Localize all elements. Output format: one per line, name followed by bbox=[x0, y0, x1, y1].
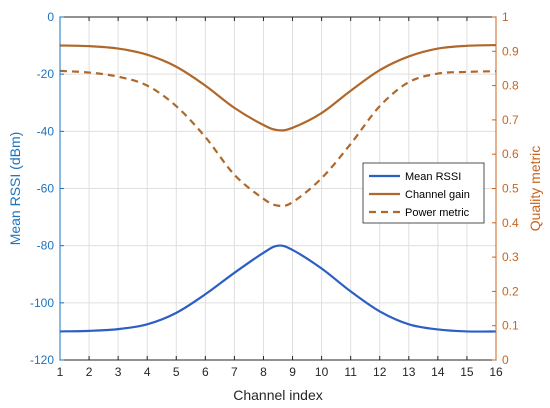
x-tick-label: 15 bbox=[460, 365, 474, 379]
left-y-tick-label: -100 bbox=[30, 296, 54, 310]
legend-entry: Power metric bbox=[405, 207, 470, 219]
left-y-axis: 0 -20 -40 -60 -80 -100 -120 bbox=[30, 10, 64, 367]
x-tick-label: 7 bbox=[231, 365, 238, 379]
legend-entry: Channel gain bbox=[405, 189, 470, 201]
series-line-power-metric bbox=[59, 69, 497, 208]
x-tick-label: 12 bbox=[373, 365, 387, 379]
left-y-axis-label: Mean RSSI (dBm) bbox=[7, 132, 23, 246]
series-line-mean-rssi bbox=[59, 244, 497, 333]
x-tick-label: 1 bbox=[57, 365, 64, 379]
legend-entry: Mean RSSI bbox=[405, 171, 461, 183]
right-y-tick-label: 0.4 bbox=[502, 216, 519, 230]
left-y-tick-label: -120 bbox=[30, 353, 54, 367]
right-y-tick-label: 0 bbox=[502, 353, 509, 367]
right-y-tick-label: 0.7 bbox=[502, 113, 519, 127]
x-tick-label: 16 bbox=[489, 365, 503, 379]
x-tick-label: 14 bbox=[431, 365, 445, 379]
x-tick-label: 13 bbox=[402, 365, 416, 379]
right-y-tick-label: 0.2 bbox=[502, 284, 519, 298]
left-y-tick-label: 0 bbox=[47, 10, 54, 24]
x-tick-label: 2 bbox=[86, 365, 93, 379]
right-y-axis-label: Quality metric bbox=[527, 146, 543, 232]
left-y-tick-label: -20 bbox=[37, 67, 55, 81]
series-layer bbox=[59, 44, 497, 333]
x-tick-label: 8 bbox=[260, 365, 267, 379]
series-line-channel-gain bbox=[59, 44, 497, 132]
x-tick-label: 9 bbox=[289, 365, 296, 379]
right-y-tick-label: 0.3 bbox=[502, 250, 519, 264]
right-y-tick-label: 0.5 bbox=[502, 182, 519, 196]
x-tick-label: 11 bbox=[344, 365, 357, 379]
left-y-tick-label: -80 bbox=[37, 239, 55, 253]
x-tick-label: 4 bbox=[144, 365, 151, 379]
right-y-tick-label: 0.9 bbox=[502, 44, 519, 58]
x-tick-label: 6 bbox=[202, 365, 209, 379]
legend: Mean RSSI Channel gain Power metric bbox=[362, 162, 485, 224]
left-y-tick-label: -40 bbox=[37, 124, 55, 138]
x-tick-label: 3 bbox=[115, 365, 122, 379]
right-y-tick-label: 0.6 bbox=[502, 147, 519, 161]
right-y-tick-label: 0.1 bbox=[502, 319, 519, 333]
x-axis-label: Channel index bbox=[233, 387, 323, 403]
x-tick-label: 5 bbox=[173, 365, 180, 379]
x-tick-label: 10 bbox=[315, 365, 329, 379]
right-y-tick-label: 1 bbox=[502, 10, 509, 24]
right-y-axis: 0 0.1 0.2 0.3 0.4 0.5 0.6 0.7 0.8 0.9 1 bbox=[492, 10, 519, 367]
left-y-tick-label: -60 bbox=[37, 182, 55, 196]
right-y-tick-label: 0.8 bbox=[502, 79, 519, 93]
